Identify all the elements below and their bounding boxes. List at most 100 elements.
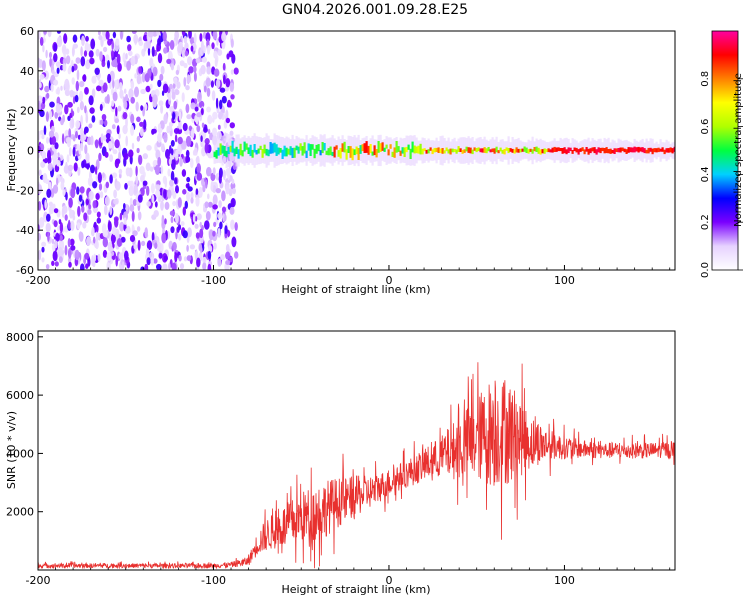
- noise-blob: [87, 176, 94, 187]
- noise-blob: [151, 46, 155, 57]
- noise-blob: [80, 263, 85, 270]
- x-tick-label: -200: [26, 574, 51, 587]
- ridge-cell: [479, 148, 482, 153]
- ridge-cell: [289, 146, 292, 156]
- ridge-halo: [371, 135, 374, 166]
- noise-blob: [204, 142, 209, 154]
- noise-blob: [101, 114, 107, 121]
- noise-blob: [50, 83, 54, 92]
- noise-blob: [77, 166, 81, 176]
- ridge-cell: [231, 140, 234, 153]
- noise-blob: [116, 53, 121, 65]
- noise-blob: [196, 155, 200, 166]
- noise-blob: [172, 191, 177, 199]
- noise-blob: [127, 44, 132, 52]
- noise-blob: [186, 74, 192, 83]
- noise-blob: [143, 119, 147, 130]
- noise-blob: [131, 31, 137, 34]
- ridge-cell: [633, 146, 636, 153]
- noise-blob: [90, 135, 94, 146]
- noise-blob: [49, 51, 52, 59]
- noise-blob: [95, 230, 99, 242]
- noise-blob: [96, 224, 99, 233]
- noise-blob: [94, 139, 99, 149]
- noise-blob: [173, 100, 178, 110]
- ridge-cell: [551, 147, 554, 153]
- noise-blob: [151, 128, 157, 134]
- noise-blob: [65, 191, 68, 201]
- noise-blob: [140, 105, 144, 111]
- noise-blob: [129, 204, 135, 212]
- noise-blob: [179, 60, 185, 67]
- noise-blob: [79, 81, 85, 88]
- noise-blob: [77, 134, 81, 140]
- noise-blob: [74, 94, 79, 103]
- colorbar-label: Normalized spectral amplitude: [733, 73, 744, 227]
- noise-blob: [84, 87, 89, 95]
- noise-blob: [67, 164, 74, 172]
- noise-blob: [125, 135, 128, 147]
- noise-blob: [188, 66, 194, 74]
- noise-blob: [39, 109, 45, 118]
- noise-blob: [121, 261, 125, 269]
- noise-blob: [147, 68, 152, 78]
- noise-blob: [174, 134, 178, 143]
- noise-blob: [125, 117, 128, 128]
- noise-blob: [206, 106, 212, 113]
- ridge-cell: [253, 144, 256, 153]
- noise-blob: [110, 50, 115, 58]
- ridge-cell: [229, 145, 232, 152]
- noise-blob: [128, 185, 134, 197]
- ridge-cell: [243, 141, 246, 152]
- noise-blob: [144, 103, 148, 111]
- noise-blob: [157, 79, 162, 88]
- noise-blob: [225, 78, 231, 88]
- noise-blob: [91, 255, 94, 267]
- noise-blob: [146, 185, 150, 196]
- ridge-cell: [561, 148, 564, 154]
- colorbar-tick-label: 0.4: [700, 166, 711, 182]
- noise-blob: [230, 38, 234, 48]
- noise-blob: [84, 163, 91, 169]
- ridge-cell: [317, 144, 320, 152]
- noise-blob: [118, 133, 121, 140]
- noise-blob: [118, 168, 123, 175]
- noise-blob: [98, 34, 103, 41]
- ridge-cell: [597, 147, 600, 153]
- ridge-cell: [391, 151, 394, 157]
- ridge-cell: [275, 144, 278, 156]
- noise-blob: [110, 251, 115, 257]
- ridge-cell: [663, 149, 666, 155]
- ridge-cell: [347, 146, 350, 153]
- ridge-halo: [407, 135, 410, 166]
- noise-blob: [157, 53, 163, 64]
- ridge-cell: [263, 144, 266, 154]
- ridge-cell: [501, 149, 504, 154]
- ridge-cell: [375, 149, 378, 158]
- ridge-cell: [273, 142, 276, 153]
- ridge-cell: [489, 149, 492, 153]
- noise-blob: [207, 128, 211, 135]
- noise-blob: [146, 145, 152, 151]
- noise-blob: [184, 42, 189, 50]
- ridge-cell: [525, 147, 528, 153]
- noise-blob: [182, 189, 187, 195]
- noise-blob: [180, 221, 185, 227]
- ridge-cell: [607, 149, 610, 154]
- noise-blob: [193, 32, 197, 44]
- noise-blob: [177, 147, 182, 155]
- noise-blob: [136, 116, 141, 123]
- noise-blob: [158, 100, 164, 107]
- noise-blob: [186, 255, 192, 262]
- ridge-cell: [605, 147, 608, 154]
- ridge-cell: [323, 143, 326, 151]
- ridge-cell: [417, 145, 420, 154]
- noise-blob: [87, 209, 92, 215]
- ridge-cell: [407, 144, 410, 150]
- noise-blob: [183, 256, 188, 262]
- ridge-halo: [399, 137, 402, 164]
- noise-blob: [96, 85, 102, 92]
- ridge-cell: [269, 142, 272, 154]
- ridge-cell: [543, 148, 546, 154]
- noise-blob: [91, 115, 96, 123]
